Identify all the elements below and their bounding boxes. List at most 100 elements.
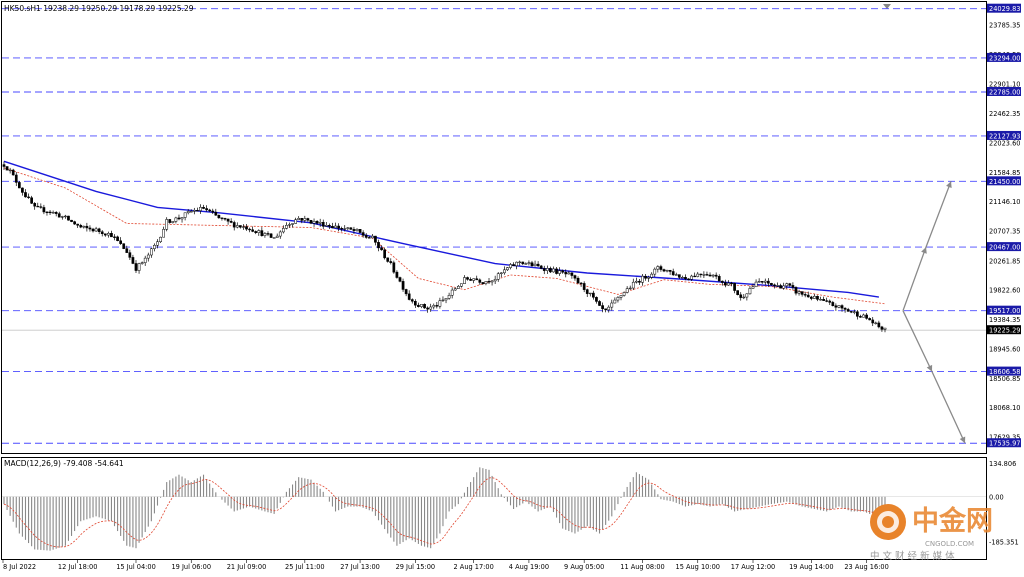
candle xyxy=(39,203,43,209)
candle xyxy=(822,296,825,301)
candle xyxy=(859,314,862,318)
candle xyxy=(51,210,55,214)
candle xyxy=(797,289,801,296)
candle xyxy=(94,226,98,233)
current-price-label: 19225.29 xyxy=(989,327,1020,335)
candle xyxy=(742,294,746,300)
candle xyxy=(429,303,433,312)
current-price-label-bg xyxy=(987,325,1021,335)
candle xyxy=(128,249,132,261)
candle xyxy=(806,291,810,298)
candle xyxy=(527,260,531,266)
candle xyxy=(343,225,347,232)
candle xyxy=(625,286,629,294)
candle xyxy=(533,260,537,267)
candle xyxy=(763,278,767,286)
candle xyxy=(177,214,181,221)
candle xyxy=(318,218,322,227)
price-tick-label: 17629.35 xyxy=(989,433,1020,441)
candle xyxy=(423,303,426,309)
macd-panel-frame xyxy=(1,457,987,560)
level-label-bg xyxy=(987,130,1021,140)
cngold-watermark: 中金网 CNGOLD.COM 中 文 财 经 新 媒 体 xyxy=(870,504,993,562)
time-axis[interactable]: 8 Jul 2022 12 Jul 18:00 15 Jul 04:00 19 Jul… xyxy=(2,560,889,571)
candle xyxy=(189,209,193,213)
candle xyxy=(871,317,875,327)
price-axis[interactable]: 24029.8323785.3523346.5023294.0022901.10… xyxy=(987,3,1021,448)
candle xyxy=(555,267,558,275)
candle xyxy=(592,290,595,300)
candle xyxy=(493,275,497,285)
price-tick-label: 19517.00 xyxy=(989,307,1020,315)
price-tick-label: 17535.97 xyxy=(989,440,1020,448)
candle xyxy=(211,208,215,215)
candle xyxy=(628,285,632,290)
candle xyxy=(232,220,236,231)
price-tick-label: 22901.10 xyxy=(989,81,1020,89)
candle xyxy=(601,302,604,313)
candle xyxy=(662,268,666,273)
candle xyxy=(27,193,30,199)
candle xyxy=(785,282,789,289)
candle xyxy=(699,273,703,278)
candle xyxy=(684,274,687,281)
candle xyxy=(496,272,500,282)
price-tick-label: 21146.10 xyxy=(989,198,1020,206)
candle xyxy=(450,287,454,299)
candle xyxy=(33,202,37,210)
candle xyxy=(558,267,561,276)
support-resistance-levels xyxy=(2,8,986,444)
candle xyxy=(239,225,242,229)
candle xyxy=(816,295,819,302)
level-label-bg xyxy=(987,366,1021,376)
candle xyxy=(840,304,844,312)
candle xyxy=(272,237,276,239)
time-tick-label: 8 Jul 2022 xyxy=(3,563,36,571)
candle xyxy=(186,208,190,215)
candle xyxy=(677,274,681,279)
candle xyxy=(242,224,245,230)
candle xyxy=(174,216,178,224)
candle xyxy=(54,211,58,217)
arrow-head-icon xyxy=(921,247,927,254)
candle xyxy=(536,261,540,267)
price-tick-label: 24029.83 xyxy=(989,5,1020,13)
candle xyxy=(263,232,267,238)
candle xyxy=(460,283,463,288)
candle xyxy=(803,291,807,298)
candle xyxy=(183,212,187,221)
candle xyxy=(60,215,64,220)
candle xyxy=(552,266,555,273)
macd-signal-line xyxy=(3,477,886,548)
candle xyxy=(254,230,258,235)
candle xyxy=(478,278,482,285)
time-tick-label: 19 Jul 06:00 xyxy=(171,563,211,571)
candle xyxy=(103,233,107,237)
candle xyxy=(782,282,786,290)
candle xyxy=(650,272,654,280)
candle xyxy=(312,218,316,227)
candle xyxy=(395,270,399,279)
candle xyxy=(122,243,126,250)
arrow-head-icon xyxy=(946,181,952,189)
candle xyxy=(463,275,466,285)
candle xyxy=(644,274,647,281)
candle xyxy=(745,293,749,301)
time-tick-label: 15 Aug 10:00 xyxy=(676,563,720,571)
chart-header: HK50.sH1 19238.29 19250.29 19178.29 1922… xyxy=(4,4,194,13)
candle xyxy=(638,279,641,286)
candle xyxy=(825,297,829,303)
candle xyxy=(852,309,856,315)
autoscroll-marker-icon[interactable] xyxy=(883,4,891,9)
time-tick-label: 23 Aug 16:00 xyxy=(844,563,888,571)
candle xyxy=(48,210,52,215)
level-label-bg xyxy=(987,242,1021,252)
price-tick-label: 23294.00 xyxy=(989,54,1020,62)
candle xyxy=(849,311,853,314)
candle xyxy=(635,277,638,284)
candle xyxy=(561,269,565,274)
candle xyxy=(843,307,847,313)
candle xyxy=(248,227,251,233)
price-tick-label: 20261.85 xyxy=(989,257,1020,265)
